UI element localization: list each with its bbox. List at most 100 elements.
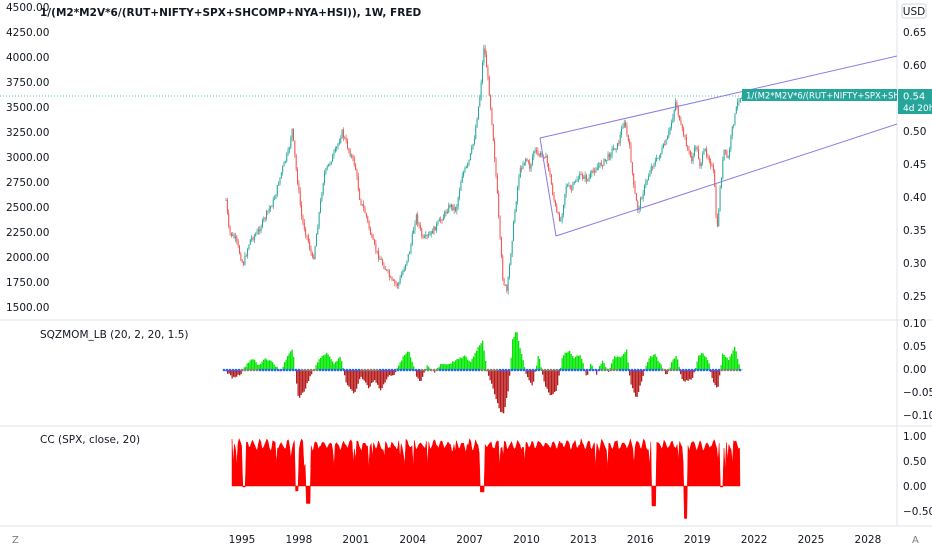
sqz-bar bbox=[258, 364, 260, 370]
sqz-bar bbox=[408, 351, 410, 370]
sqz-bar bbox=[345, 370, 347, 383]
sqz-bar bbox=[545, 370, 547, 387]
candle-body bbox=[442, 216, 444, 221]
sqz-bar bbox=[590, 363, 592, 370]
sqz-bar bbox=[704, 356, 706, 370]
candle-body bbox=[380, 258, 382, 260]
sqz-dot bbox=[234, 368, 238, 372]
cc-indicator-title[interactable]: CC (SPX, close, 20) bbox=[40, 434, 140, 446]
sqz-bar bbox=[629, 370, 631, 376]
left-price-axis[interactable]: 4500.00 4250.00 4000.00 3750.00 3500.00 3250.… bbox=[6, 2, 49, 314]
candle-body bbox=[637, 200, 639, 210]
candle-body bbox=[371, 234, 373, 237]
sqz-bar bbox=[642, 370, 644, 377]
sqz-dot bbox=[651, 368, 655, 372]
candle-body bbox=[718, 210, 720, 227]
sqz-bar bbox=[551, 370, 553, 395]
sqz-dot bbox=[222, 368, 226, 372]
sqz-bar bbox=[381, 370, 383, 389]
sqz-dot bbox=[531, 368, 535, 372]
sqz-bar bbox=[479, 345, 481, 370]
sqz-dot bbox=[273, 368, 277, 372]
sqz-bar bbox=[272, 362, 274, 370]
sqz-bar bbox=[677, 359, 679, 370]
sqz-bar bbox=[260, 363, 262, 370]
sqz-bar bbox=[623, 353, 625, 370]
candle-body bbox=[522, 164, 524, 169]
sqz-dot bbox=[573, 368, 577, 372]
candle-body bbox=[708, 157, 710, 162]
candle-body bbox=[444, 211, 446, 217]
sqz-bar bbox=[462, 356, 464, 370]
right-axis-tick: 0.60 bbox=[903, 60, 926, 72]
candle-body bbox=[599, 162, 601, 166]
sqz-dot bbox=[324, 368, 328, 372]
sqz-bar bbox=[372, 370, 374, 383]
sqz-bar bbox=[330, 359, 332, 370]
sqz-dot bbox=[237, 368, 241, 372]
sqz-bar bbox=[647, 362, 649, 370]
candle-body bbox=[710, 161, 712, 166]
candle-body bbox=[533, 151, 535, 158]
sqz-dot bbox=[576, 368, 580, 372]
candle-body bbox=[699, 159, 701, 167]
trend-channel[interactable] bbox=[539, 55, 898, 237]
sqz-bar bbox=[338, 358, 340, 370]
candle-body bbox=[330, 161, 332, 164]
sqz-dot bbox=[609, 368, 613, 372]
channel-lower-line[interactable] bbox=[555, 123, 898, 237]
sqz-bar bbox=[614, 356, 616, 370]
sqz-dot bbox=[690, 368, 694, 372]
candle-body bbox=[537, 150, 539, 155]
sqz-dot bbox=[711, 368, 715, 372]
sqz-bar bbox=[501, 370, 503, 413]
sqz-bar bbox=[354, 370, 356, 392]
channel-upper-line[interactable] bbox=[539, 55, 898, 139]
sqz-bar bbox=[581, 358, 583, 370]
candle-body bbox=[704, 148, 706, 151]
candle-body bbox=[372, 236, 374, 240]
candle-body bbox=[726, 150, 728, 158]
currency-button[interactable] bbox=[901, 3, 927, 19]
channel-left-edge[interactable] bbox=[539, 137, 557, 237]
sqz-dot bbox=[555, 368, 559, 372]
sqz-bar bbox=[419, 370, 421, 381]
sqz-dot bbox=[387, 368, 391, 372]
sqz-dot bbox=[393, 368, 397, 372]
candle-body bbox=[282, 166, 284, 173]
candle-body bbox=[418, 223, 420, 226]
timezone-button[interactable]: Z bbox=[12, 535, 19, 546]
sqz-bar bbox=[669, 367, 671, 370]
sqz-dot bbox=[264, 368, 268, 372]
sqz-bar bbox=[570, 353, 572, 370]
candle-body bbox=[530, 164, 532, 169]
sqz-bar bbox=[434, 370, 436, 373]
right-price-axis[interactable]: 0.65 0.60 0.50 0.45 0.40 0.35 0.30 0.25 bbox=[903, 27, 926, 303]
last-price-badge[interactable] bbox=[898, 89, 932, 114]
sqz-dot bbox=[630, 368, 634, 372]
series-name-badge[interactable] bbox=[742, 89, 897, 101]
sqz-bar bbox=[374, 370, 376, 381]
sqz-bar bbox=[249, 360, 251, 370]
sqz-price-axis[interactable]: 0.10 0.05 0.00 −0.05 −0.10 bbox=[903, 318, 932, 422]
candle-body bbox=[338, 142, 340, 144]
sqz-indicator-title[interactable]: SQZMOM_LB (20, 2, 20, 1.5) bbox=[40, 329, 188, 341]
sqz-bar bbox=[390, 370, 392, 376]
cc-price-axis[interactable]: 1.00 0.50 0.00 −0.50 bbox=[903, 431, 932, 518]
sqz-dot bbox=[513, 368, 517, 372]
candle-body bbox=[563, 204, 564, 215]
auto-scale-button[interactable]: A bbox=[912, 535, 919, 546]
candle-body bbox=[464, 167, 466, 173]
main-series-title[interactable]: 1/(M2*M2V*6/(RUT+NIFTY+SPX+SHCOMP+NYA+HS… bbox=[40, 7, 421, 19]
sqz-bar bbox=[507, 370, 509, 392]
sqz-bar bbox=[690, 370, 692, 380]
sqz-bar bbox=[641, 370, 643, 382]
time-axis[interactable]: 1995 1998 2001 2004 2007 2010 2013 2016 2019 2022… bbox=[229, 534, 882, 546]
candle-body bbox=[633, 173, 635, 185]
sqz-bar bbox=[464, 355, 466, 370]
candle-body bbox=[510, 253, 512, 265]
candle-body bbox=[384, 268, 386, 270]
sqz-dot bbox=[375, 368, 379, 372]
candle-body bbox=[644, 185, 645, 194]
